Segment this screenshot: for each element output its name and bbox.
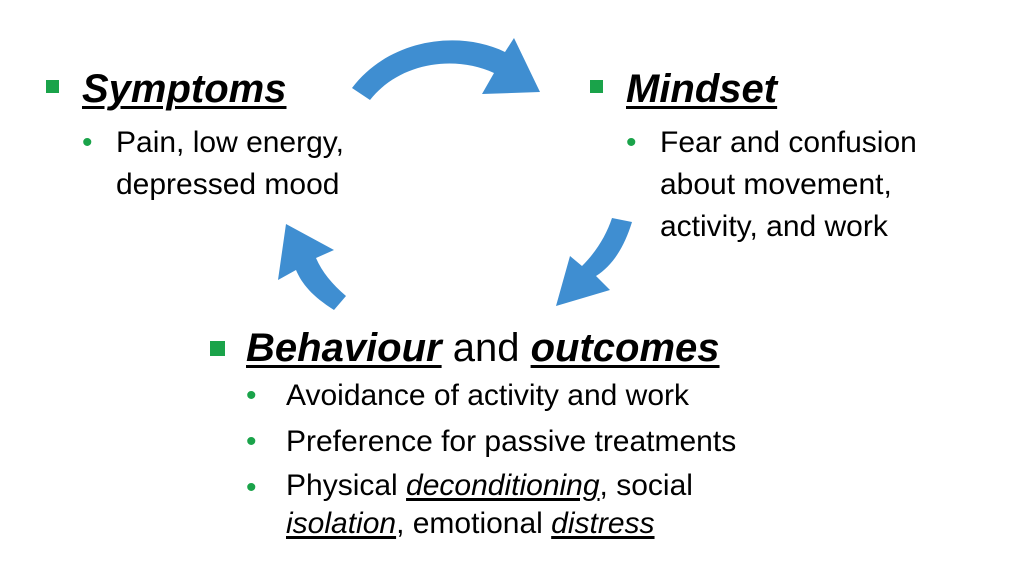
bullet-dot: • bbox=[626, 126, 637, 159]
bullet3-text-a: Physical bbox=[286, 469, 407, 502]
arrow-mindset-to-behaviour bbox=[556, 218, 632, 306]
bullet3-text-c: , emotional bbox=[396, 507, 552, 540]
mindset-title: Mindset bbox=[626, 67, 778, 111]
symptoms-title: Symptoms bbox=[82, 67, 287, 111]
behaviour-title: Behaviour bbox=[246, 326, 442, 370]
mindset-bullet-line1: Fear and confusion bbox=[660, 126, 917, 159]
behaviour-bullet-2: Preference for passive treatments bbox=[286, 425, 737, 458]
bullet3-distress: distress bbox=[551, 507, 655, 540]
symptoms-bullet-line1: Pain, low energy, bbox=[116, 126, 344, 159]
outcomes-title: outcomes bbox=[530, 326, 720, 370]
mindset-node: Mindset • Fear and confusion about movem… bbox=[590, 66, 917, 248]
mindset-bullet-line2: about movement, bbox=[660, 168, 892, 201]
behaviour-title-joiner: and bbox=[441, 326, 531, 370]
behaviour-bullet-1-row: • Avoidance of activity and work bbox=[246, 375, 736, 417]
symptoms-node: Symptoms • Pain, low energy, depressed m… bbox=[46, 66, 344, 206]
bullet-dot: • bbox=[246, 379, 257, 412]
behaviour-bullet-2-row: • Preference for passive treatments bbox=[246, 421, 736, 463]
behaviour-node: Behaviour and outcomes • Avoidance of ac… bbox=[210, 325, 736, 543]
green-square-bullet bbox=[210, 341, 225, 356]
arrow-behaviour-to-symptoms bbox=[278, 224, 346, 310]
mindset-bullet-line3: activity, and work bbox=[660, 210, 888, 243]
bullet3-text-b: , social bbox=[599, 469, 693, 502]
bullet-dot: • bbox=[246, 425, 257, 458]
green-square-bullet bbox=[590, 80, 603, 93]
bullet-dot: • bbox=[246, 471, 257, 504]
bullet3-isolation: isolation bbox=[286, 507, 397, 540]
bullet-dot: • bbox=[82, 126, 93, 159]
behaviour-bullet-1: Avoidance of activity and work bbox=[286, 379, 689, 412]
behaviour-bullet-3-row: • Physical deconditioning, social isolat… bbox=[246, 467, 736, 543]
bullet3-deconditioning: deconditioning bbox=[406, 469, 600, 502]
arrow-symptoms-to-mindset bbox=[352, 38, 540, 100]
symptoms-bullet-line2: depressed mood bbox=[116, 168, 340, 201]
green-square-bullet bbox=[46, 80, 59, 93]
